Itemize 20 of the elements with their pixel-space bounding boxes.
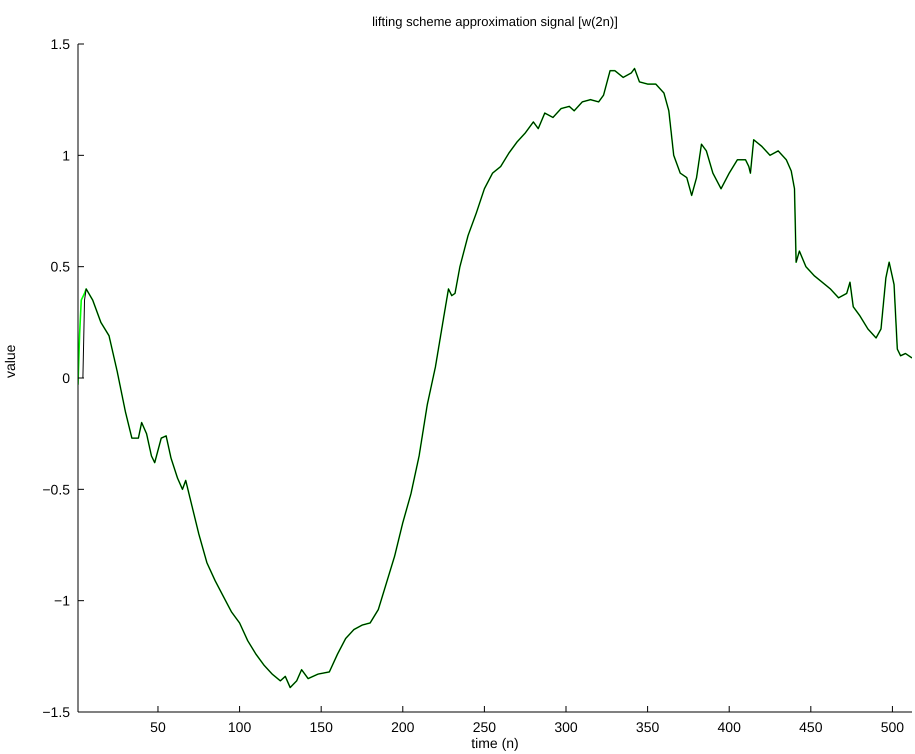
x-tick-label: 350 <box>636 718 660 735</box>
x-tick-label: 300 <box>554 718 578 735</box>
y-tick-label: 1 <box>62 147 70 164</box>
x-tick-label: 250 <box>472 718 496 735</box>
y-tick-label: 1.5 <box>50 36 70 52</box>
y-tick-label: −0.5 <box>42 481 70 498</box>
x-tick-label: 50 <box>150 718 166 735</box>
y-tick-label: 0.5 <box>50 258 70 275</box>
x-tick-label: 100 <box>228 718 252 735</box>
x-axis-title: time (n) <box>471 735 519 751</box>
x-tick-label: 150 <box>310 718 334 735</box>
chart-title: lifting scheme approximation signal [w(2n)] <box>371 14 619 29</box>
y-tick-label: −1.5 <box>42 704 70 720</box>
y-axis-title: value <box>2 344 18 378</box>
y-tick-label: 0 <box>62 370 70 386</box>
x-tick-label: 450 <box>799 718 823 735</box>
x-tick-label: 400 <box>718 718 742 735</box>
x-tick-label: 200 <box>391 718 415 735</box>
y-tick-label: −1 <box>54 592 70 609</box>
x-tick-label: 500 <box>880 718 904 735</box>
